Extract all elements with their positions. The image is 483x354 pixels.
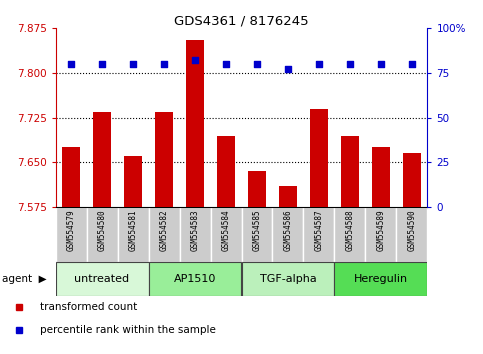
Point <box>408 61 416 67</box>
Bar <box>180 207 211 262</box>
Text: GSM554588: GSM554588 <box>345 210 355 251</box>
Bar <box>310 109 328 207</box>
Bar <box>149 207 180 262</box>
Bar <box>186 40 204 207</box>
Bar <box>372 148 390 207</box>
Point <box>98 61 106 67</box>
Text: TGF-alpha: TGF-alpha <box>260 274 316 284</box>
Text: Heregulin: Heregulin <box>354 274 408 284</box>
Text: GSM554589: GSM554589 <box>376 210 385 251</box>
Text: untreated: untreated <box>74 274 129 284</box>
Title: GDS4361 / 8176245: GDS4361 / 8176245 <box>174 14 309 27</box>
Text: GSM554583: GSM554583 <box>190 210 199 251</box>
Bar <box>334 262 427 296</box>
Point <box>160 61 168 67</box>
Text: GSM554585: GSM554585 <box>253 210 261 251</box>
Bar <box>117 207 149 262</box>
Bar <box>149 262 242 296</box>
Bar <box>155 112 173 207</box>
Bar <box>124 156 142 207</box>
Point <box>67 61 75 67</box>
Bar <box>397 207 427 262</box>
Bar <box>217 136 235 207</box>
Text: percentile rank within the sample: percentile rank within the sample <box>40 325 215 335</box>
Bar <box>279 186 297 207</box>
Bar <box>211 207 242 262</box>
Text: AP1510: AP1510 <box>174 274 216 284</box>
Text: GSM554581: GSM554581 <box>128 210 138 251</box>
Text: GSM554579: GSM554579 <box>67 210 75 251</box>
Text: agent  ▶: agent ▶ <box>2 274 47 284</box>
Point <box>191 58 199 63</box>
Text: GSM554582: GSM554582 <box>159 210 169 251</box>
Text: GSM554580: GSM554580 <box>98 210 107 251</box>
Point <box>129 61 137 67</box>
Bar <box>272 207 303 262</box>
Bar <box>242 262 334 296</box>
Bar <box>56 262 149 296</box>
Text: GSM554586: GSM554586 <box>284 210 293 251</box>
Bar <box>366 207 397 262</box>
Bar <box>56 207 86 262</box>
Point <box>377 61 385 67</box>
Point <box>222 61 230 67</box>
Bar <box>86 207 117 262</box>
Point <box>315 61 323 67</box>
Point <box>346 61 354 67</box>
Bar <box>242 207 272 262</box>
Point <box>253 61 261 67</box>
Text: GSM554584: GSM554584 <box>222 210 230 251</box>
Bar <box>403 153 421 207</box>
Text: GSM554590: GSM554590 <box>408 210 416 251</box>
Text: transformed count: transformed count <box>40 302 137 312</box>
Bar <box>341 136 359 207</box>
Bar <box>93 112 112 207</box>
Bar <box>248 171 266 207</box>
Bar <box>334 207 366 262</box>
Bar <box>62 148 80 207</box>
Point <box>284 67 292 72</box>
Bar <box>303 207 334 262</box>
Text: GSM554587: GSM554587 <box>314 210 324 251</box>
